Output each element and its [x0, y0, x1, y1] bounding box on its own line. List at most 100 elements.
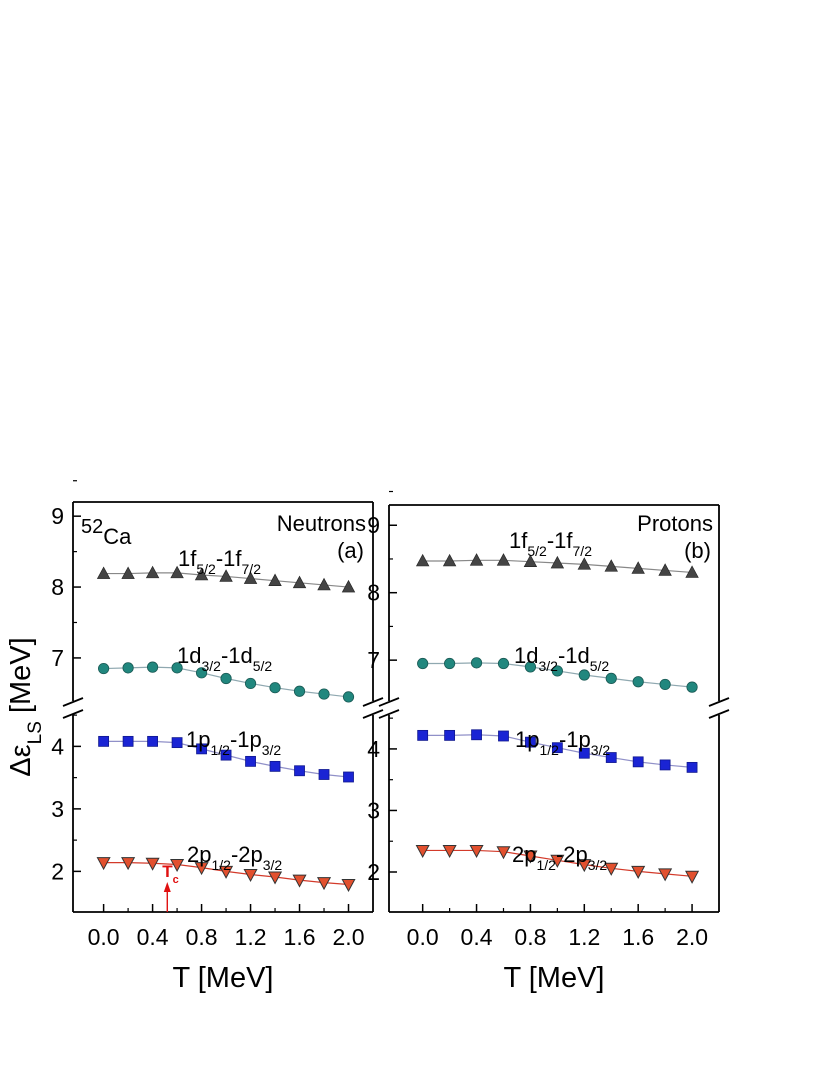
axis-break-mark-right: [708, 709, 730, 719]
series-1f5/2: [415, 553, 699, 578]
series-label: 1f5/2-1f7/2: [178, 546, 261, 577]
data-point-circle: [195, 667, 208, 679]
nucleus-mass-number: 52: [81, 516, 103, 538]
data-point-square: [632, 756, 644, 768]
data-point-circle: [318, 688, 330, 700]
data-point-triangle-down: [631, 865, 646, 879]
data-point-triangle-up: [292, 575, 307, 589]
y-axis-title-subscript: LS: [25, 721, 46, 744]
data-point-triangle-down: [550, 854, 565, 868]
data-point-square: [318, 769, 330, 780]
data-point-triangle-down: [268, 871, 283, 885]
data-point-circle: [444, 657, 456, 670]
panel-b: 0.0 0.4 0.8 1.2 1.6 2.0 7 8 9 2 3 4 T [MeV] Protons(b…: [367, 490, 730, 994]
data-point-circle: [578, 669, 590, 681]
series-label: 1f5/2-1f7/2: [509, 528, 592, 559]
data-point-circle: [659, 678, 671, 691]
data-point-triangle-down: [658, 868, 673, 882]
data-point-square: [444, 729, 456, 741]
series-label-level2: -2p: [556, 842, 588, 867]
data-point-triangle-down: [469, 844, 484, 859]
data-point-circle: [293, 685, 306, 697]
x-tick-label: 2.0: [333, 924, 365, 950]
x-tick-label: 0.4: [461, 924, 493, 950]
series-label: 1p1/2-1p3/2: [515, 727, 610, 758]
data-point-triangle-up: [577, 557, 592, 570]
tc-label-symbol: T: [162, 862, 173, 881]
series-label-subscript2: 3/2: [588, 857, 608, 873]
data-point-triangle-down: [316, 877, 332, 891]
y-tick-label-upper: 9: [51, 503, 64, 529]
data-point-circle: [497, 657, 510, 670]
x-tick-label: 2.0: [676, 924, 708, 950]
tc-label: Tc: [162, 862, 179, 886]
series-label-level1: 2p: [512, 842, 536, 867]
series-label-level2: -1d: [221, 643, 253, 668]
series-label-subscript2: 3/2: [262, 742, 282, 758]
series-label-subscript1: 1/2: [536, 857, 556, 873]
data-point-square: [525, 736, 536, 748]
data-point-triangle-down: [194, 862, 209, 876]
species-label: Neutrons: [277, 511, 366, 536]
data-point-square: [269, 760, 281, 772]
y-axis-title: ΔεLS [MeV]: [5, 637, 46, 776]
x-tick-label: 1.6: [622, 924, 654, 950]
data-point-square: [171, 737, 183, 749]
data-point-square: [294, 765, 305, 777]
data-point-triangle-down: [170, 859, 185, 873]
series-label-subscript2: 7/2: [573, 543, 593, 559]
data-point-triangle-up: [469, 553, 484, 566]
data-point-circle: [342, 691, 355, 703]
data-point-circle: [244, 677, 257, 690]
panel-label: (a): [337, 538, 364, 563]
data-point-triangle-up: [550, 555, 565, 569]
series-label: 1d3/2-1d5/2: [514, 643, 609, 674]
data-point-circle: [146, 661, 159, 673]
data-point-square: [551, 742, 563, 754]
y-tick-label-upper: 8: [367, 580, 380, 606]
y-tick-label-lower: 2: [367, 859, 380, 885]
series-1d3/2: [417, 657, 698, 693]
axis-break-mark-right: [362, 709, 384, 719]
series-label-level1: 1d: [177, 643, 201, 668]
series-2p1/2: [415, 844, 700, 884]
data-point-circle: [269, 682, 281, 694]
series-label-level1: 1p: [515, 727, 539, 752]
data-point-square: [578, 747, 590, 759]
data-point-triangle-down: [523, 850, 538, 864]
data-point-triangle-down: [121, 857, 136, 871]
data-point-circle: [551, 665, 563, 677]
y-axis-title-unit: [MeV]: [5, 637, 37, 721]
series-label-subscript2: 5/2: [590, 658, 610, 674]
data-point-triangle-up: [341, 579, 356, 593]
x-tick-label: 1.2: [235, 924, 267, 950]
data-point-square: [686, 761, 698, 773]
axis-break-mark-left: [62, 697, 84, 707]
y-tick-label-upper: 9: [367, 512, 380, 538]
data-point-triangle-up: [442, 553, 457, 567]
axis-break-mark-left: [378, 709, 400, 719]
data-point-triangle-up: [121, 566, 135, 579]
data-point-circle: [171, 662, 183, 674]
data-point-square: [196, 743, 207, 755]
data-point-triangle-up: [170, 565, 184, 579]
series-label-level2: -1f: [216, 546, 243, 571]
x-axis-title: T [MeV]: [504, 962, 605, 994]
x-tick-label: 0.0: [88, 924, 120, 950]
data-point-triangle-up: [415, 553, 430, 567]
axis-break-mark-right: [708, 697, 730, 707]
tc-arrow-head: [163, 882, 171, 892]
tc-label-subscript: c: [173, 874, 179, 886]
series-label-level1: 1f: [178, 546, 197, 571]
data-point-triangle-up: [604, 559, 618, 572]
series-label-subscript1: 5/2: [196, 561, 216, 577]
series-label-subscript1: 1/2: [210, 742, 230, 758]
data-point-square: [147, 735, 158, 747]
series-2p1/2: [96, 857, 356, 893]
data-point-circle: [98, 662, 110, 675]
x-tick-label: 0.8: [186, 924, 218, 950]
series-label-level2: -1d: [558, 643, 590, 668]
series-label-level2: -1p: [230, 727, 262, 752]
data-point-triangle-down: [442, 844, 457, 859]
